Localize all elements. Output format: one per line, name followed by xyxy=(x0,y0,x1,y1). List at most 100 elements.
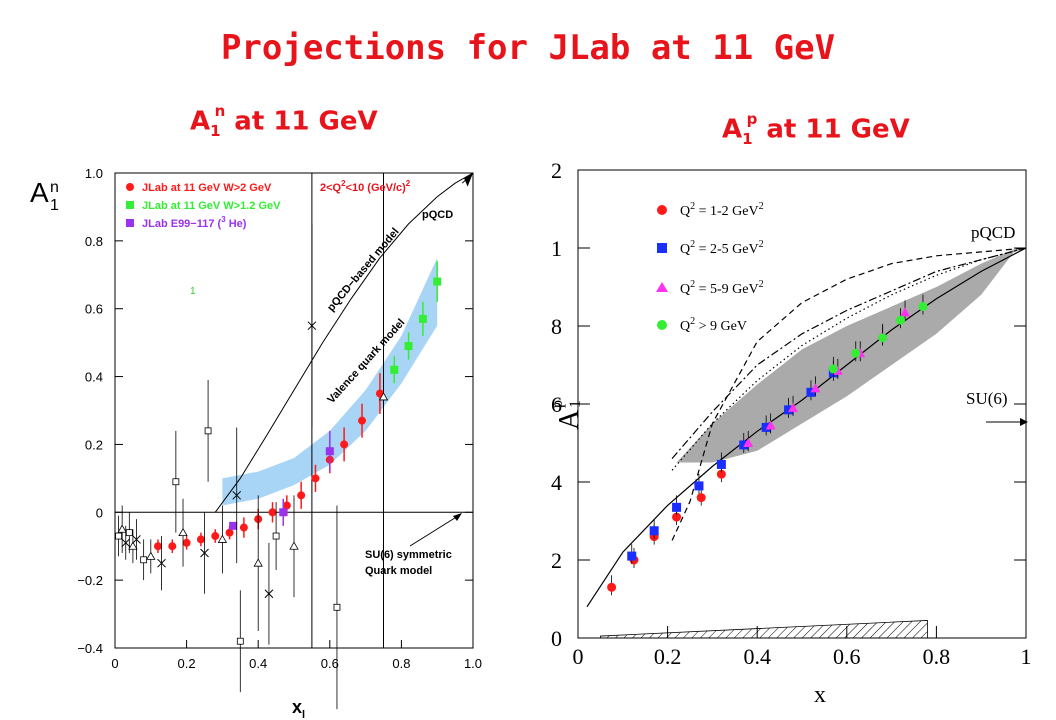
left-point-world xyxy=(232,490,242,500)
right-ylabel-sup: p xyxy=(550,400,566,408)
left-point-world xyxy=(378,392,389,401)
legend-q2-gt9-marker xyxy=(657,320,667,330)
right-xtick-label: 1 xyxy=(1021,644,1032,669)
right-curve-solid xyxy=(586,247,1027,608)
right-curve-dotted xyxy=(671,247,1027,471)
right-point-square xyxy=(739,440,749,450)
legend-marker-e99 xyxy=(126,219,134,227)
left-chart: A n 1 x l −0.4 −0.2 0 0.2 0.4 0.6 0.8 1.0 0 0.2 0.… xyxy=(30,166,482,720)
left-point-world xyxy=(272,532,280,540)
right-hatched-band xyxy=(600,620,928,639)
left-point-w2 xyxy=(211,532,220,541)
left-point-square xyxy=(279,508,288,517)
right-point-square xyxy=(694,481,704,491)
legend-marker-w12 xyxy=(126,201,134,209)
left-point-world xyxy=(125,529,133,537)
left-point-world xyxy=(307,321,317,331)
right-point-circle xyxy=(607,582,617,592)
left-point-square xyxy=(325,447,334,456)
left-point-square xyxy=(229,521,238,530)
left-point-world xyxy=(128,541,138,550)
left-point-world xyxy=(236,637,244,645)
right-ylabel: A xyxy=(554,409,585,430)
left-point-world xyxy=(178,527,188,537)
left-point-w2 xyxy=(311,474,320,483)
left-xtick-label: 0.2 xyxy=(178,656,196,671)
left-xtick-label: 0.6 xyxy=(321,656,339,671)
left-point-w2 xyxy=(182,538,191,547)
right-point-circle xyxy=(716,469,726,479)
right-point-circle xyxy=(918,302,928,311)
right-point-square xyxy=(716,459,726,469)
left-point-w2 xyxy=(239,523,248,532)
stray-label: 1 xyxy=(190,286,196,297)
right-point-circle xyxy=(878,333,888,343)
left-point-w2 xyxy=(358,416,367,425)
right-ytick-label: 1 xyxy=(551,236,562,261)
left-point-world xyxy=(264,589,274,599)
left-point-world xyxy=(333,603,341,611)
right-point-triangle xyxy=(900,307,911,317)
legend-q2-5-9-marker xyxy=(656,282,668,292)
legend-q2-1-2-marker xyxy=(657,205,667,215)
left-point-world xyxy=(132,535,141,544)
left-point-world xyxy=(157,558,166,568)
left-ytick-label: −0.4 xyxy=(77,641,103,656)
right-point-circle xyxy=(828,364,838,374)
right-curve-dashed xyxy=(671,247,1027,541)
right-point-circle xyxy=(851,348,861,358)
right-point-square xyxy=(649,526,659,536)
left-subtitle: A1n at 11 GeV xyxy=(190,102,378,140)
pqcd-model-label: pQCD−based model xyxy=(325,226,402,314)
right-ytick-label: 0 xyxy=(551,626,562,651)
right-xlabel: x xyxy=(814,682,826,708)
left-ytick-label: 0.4 xyxy=(85,370,103,385)
su6-label-1: SU(6) symmetric xyxy=(365,549,452,561)
legend-q2-2-5-marker xyxy=(657,243,667,253)
right-su6-label: SU(6) xyxy=(966,389,1008,408)
su6-label-2: Quark model xyxy=(365,565,432,577)
right-point-square xyxy=(761,422,771,432)
right-xtick-label: 0.6 xyxy=(833,644,861,669)
right-point-triangle xyxy=(788,402,799,412)
left-point-world xyxy=(140,556,148,564)
q2-range-label: 2<Q2<10 (GeV/c)2 xyxy=(320,179,411,194)
right-pqcd-label: pQCD xyxy=(971,223,1015,242)
left-ytick-label: 0.2 xyxy=(85,437,103,452)
right-ytick-label: 1.2 xyxy=(550,160,562,183)
right-ytick-label: 0.8 xyxy=(550,314,562,339)
left-ylabel-sup: n xyxy=(50,179,59,196)
right-ytick-label: 0.2 xyxy=(550,548,562,573)
legend-q2-5-9: Q2 = 5-9 GeV2 xyxy=(680,279,764,297)
left-point-world xyxy=(253,558,263,567)
right-xtick-label: 0.8 xyxy=(923,644,951,669)
left-point-w2 xyxy=(297,491,306,500)
left-xtick-label: 0.8 xyxy=(392,656,410,671)
left-ytick-label: 0.8 xyxy=(85,234,103,249)
left-point-world xyxy=(289,541,299,550)
right-point-square xyxy=(784,405,794,415)
right-ytick-label: 0.6 xyxy=(550,392,562,417)
left-point-w2 xyxy=(168,542,177,551)
left-point-world xyxy=(121,538,131,548)
left-point-world xyxy=(172,478,180,486)
left-point-w2 xyxy=(268,508,277,517)
left-ytick-label: 0.6 xyxy=(85,302,103,317)
right-ytick-label: 0.4 xyxy=(550,470,562,495)
left-point-world xyxy=(204,427,212,435)
left-point-w2 xyxy=(196,535,205,544)
left-ytick-label: −0.2 xyxy=(77,573,103,588)
legend-q2-gt9: Q2 > 9 GeV xyxy=(680,316,747,334)
left-ytick-label: 1.0 xyxy=(85,166,103,181)
right-point-circle xyxy=(672,512,682,522)
pqcd-arrowhead xyxy=(464,173,473,187)
left-xtick-label: 0.4 xyxy=(249,656,267,671)
left-point-square xyxy=(404,342,413,351)
right-point-triangle xyxy=(810,383,821,393)
right-point-square xyxy=(627,551,637,561)
pqcd-curve xyxy=(214,172,474,513)
left-ylabel: A xyxy=(30,177,49,208)
pqcd-label: pQCD xyxy=(422,209,453,221)
su6-arrow xyxy=(409,515,459,547)
right-point-square xyxy=(672,502,682,512)
